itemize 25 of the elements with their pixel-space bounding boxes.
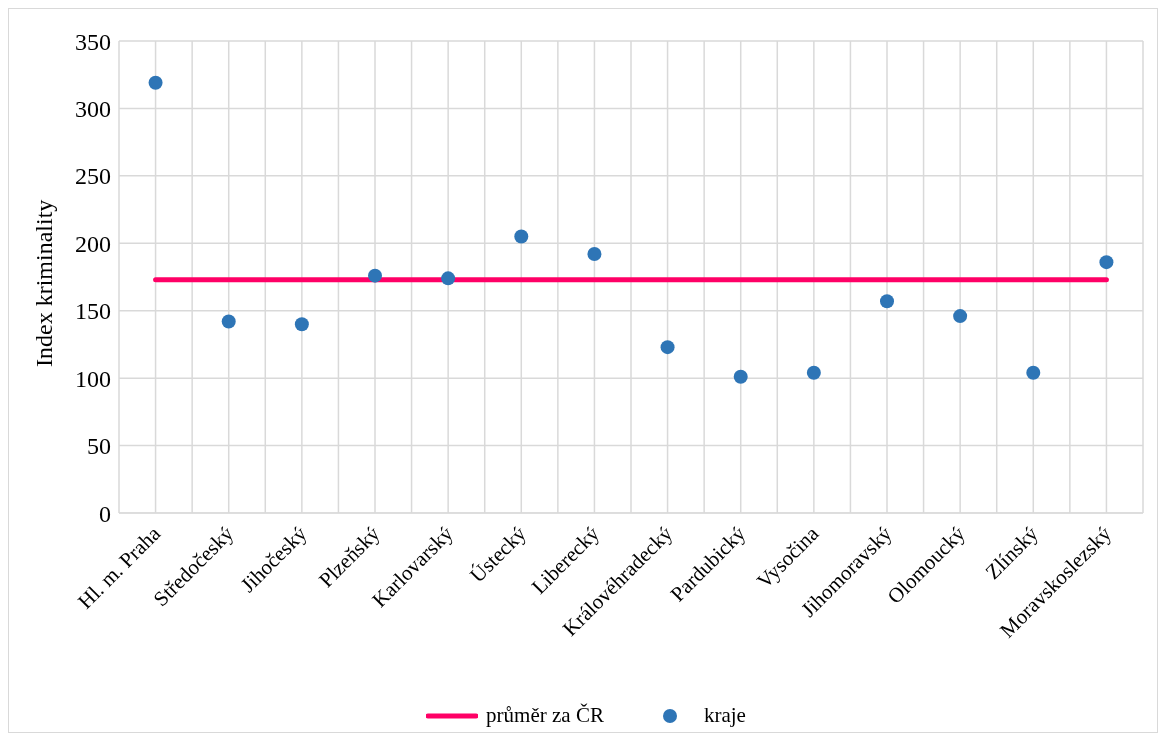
y-tick-label: 0	[99, 500, 111, 527]
point	[441, 271, 456, 286]
point	[660, 340, 675, 355]
point	[368, 268, 382, 283]
y-tick-label: 350	[75, 28, 111, 55]
legend-label: průměr za ČR	[486, 703, 604, 728]
point	[221, 314, 236, 329]
point	[1026, 365, 1041, 380]
point	[1099, 255, 1114, 270]
point	[953, 309, 968, 324]
y-tick-label: 50	[87, 433, 111, 460]
point	[806, 365, 821, 380]
point	[880, 294, 894, 309]
point	[733, 369, 748, 384]
y-tick-label: 200	[75, 230, 111, 257]
y-tick-label: 150	[75, 298, 111, 325]
legend-label: kraje	[703, 703, 746, 728]
point	[294, 317, 309, 332]
y-tick-label: 250	[75, 163, 111, 190]
y-tick-label: 300	[75, 95, 111, 122]
point	[587, 247, 602, 262]
point	[514, 229, 529, 244]
y-axis-title: Index kriminality	[30, 199, 57, 367]
point	[148, 75, 163, 90]
y-tick-label: 100	[75, 365, 111, 392]
